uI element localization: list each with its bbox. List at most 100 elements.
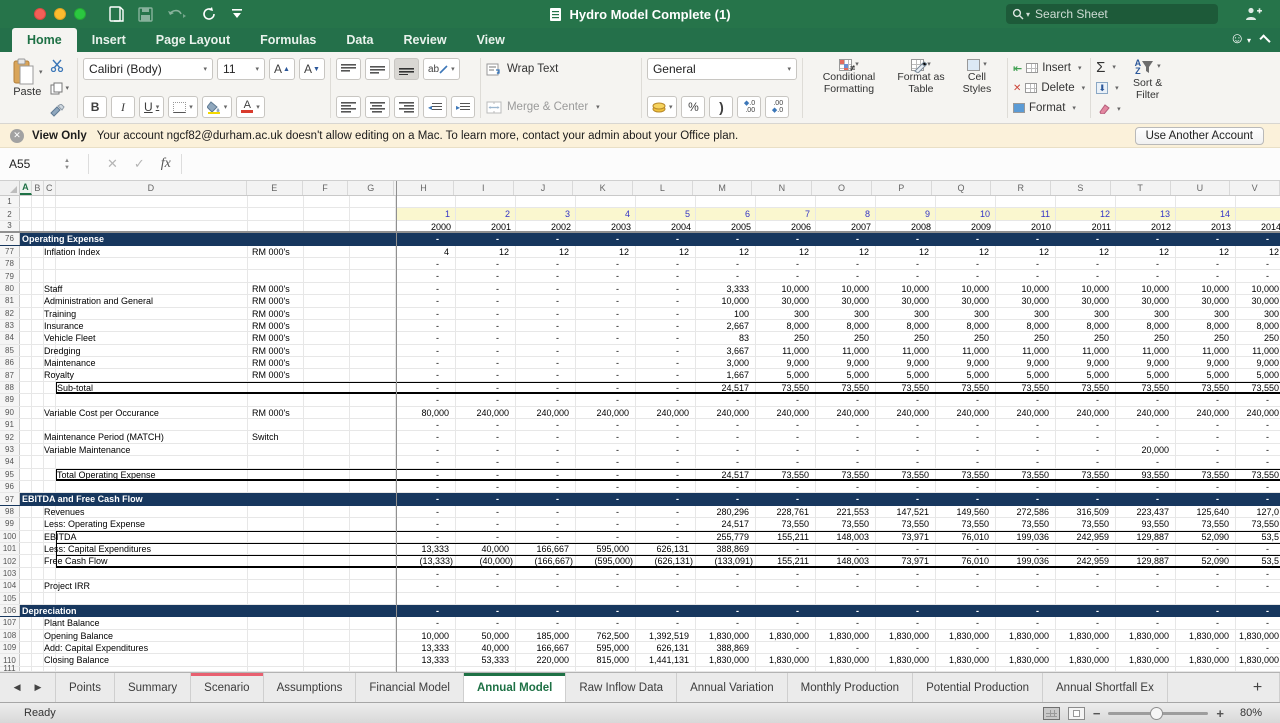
cell[interactable] — [248, 593, 304, 604]
share-icon[interactable] — [1244, 6, 1262, 21]
cell[interactable] — [248, 270, 304, 281]
cell[interactable]: - — [816, 444, 876, 455]
cell[interactable]: 199,036 — [996, 531, 1056, 542]
cell[interactable]: 3,000 — [696, 357, 756, 368]
cell[interactable]: (13,333) — [396, 555, 456, 566]
search-scope-caret[interactable]: ▾ — [1026, 10, 1030, 19]
cell[interactable]: 9,000 — [876, 357, 936, 368]
cell[interactable]: - — [816, 270, 876, 281]
cell[interactable]: - — [816, 605, 876, 616]
delete-cells-button[interactable]: ✕Delete▾ — [1013, 78, 1085, 98]
cell[interactable]: 300 — [816, 308, 876, 319]
cell[interactable]: 2014 — [1236, 221, 1280, 231]
cell[interactable] — [32, 617, 44, 628]
cell[interactable]: - — [576, 270, 636, 281]
cell[interactable]: - — [756, 444, 816, 455]
cell[interactable]: 93,550 — [1116, 518, 1176, 529]
cell[interactable] — [20, 518, 32, 529]
cell[interactable]: 73,971 — [876, 555, 936, 566]
cell[interactable] — [304, 345, 350, 356]
cell[interactable] — [304, 543, 350, 554]
cell[interactable]: 73,550 — [1236, 518, 1280, 529]
cell[interactable] — [20, 593, 32, 604]
cell[interactable]: 12 — [816, 246, 876, 257]
cell[interactable] — [32, 369, 44, 380]
cell[interactable]: - — [576, 481, 636, 492]
cell[interactable]: - — [636, 345, 696, 356]
cell[interactable]: - — [516, 283, 576, 294]
cell[interactable] — [304, 654, 350, 665]
cell[interactable]: - — [936, 394, 996, 405]
cell[interactable]: - — [936, 431, 996, 442]
cell[interactable]: - — [936, 419, 996, 430]
cell[interactable]: 300 — [996, 308, 1056, 319]
cell[interactable] — [350, 283, 396, 294]
cell[interactable]: - — [696, 431, 756, 442]
cell[interactable]: 73,550 — [936, 382, 996, 393]
cell[interactable] — [32, 667, 44, 671]
cell[interactable]: - — [516, 233, 576, 244]
cell[interactable] — [32, 506, 44, 517]
cell[interactable] — [350, 345, 396, 356]
cell[interactable] — [32, 481, 44, 492]
cell[interactable]: - — [576, 469, 636, 480]
cell[interactable] — [576, 196, 636, 207]
cell[interactable]: 280,296 — [696, 506, 756, 517]
cell[interactable] — [304, 469, 350, 480]
cell[interactable] — [56, 283, 248, 294]
cell[interactable] — [516, 196, 576, 207]
cell[interactable] — [304, 369, 350, 380]
cell[interactable]: 2 — [456, 208, 516, 219]
cell[interactable] — [248, 493, 304, 504]
cell[interactable]: 73,971 — [876, 531, 936, 542]
column-header-O[interactable]: O — [812, 181, 872, 195]
paste-button[interactable]: ▾ Paste — [8, 57, 47, 119]
cell[interactable]: - — [1116, 617, 1176, 628]
undo-icon[interactable] — [167, 7, 187, 22]
cell[interactable]: 2002 — [516, 221, 576, 231]
cell[interactable]: - — [1056, 580, 1116, 591]
cell[interactable]: - — [1236, 394, 1280, 405]
cell[interactable]: 255,779 — [696, 531, 756, 542]
cell[interactable] — [248, 258, 304, 269]
cell[interactable] — [32, 419, 44, 430]
cell[interactable]: 73,550 — [756, 382, 816, 393]
cell[interactable]: - — [816, 431, 876, 442]
cell[interactable]: 2010 — [996, 221, 1056, 231]
cell[interactable]: - — [396, 531, 456, 542]
cell[interactable]: - — [516, 605, 576, 616]
row-header-1[interactable]: 1 — [0, 196, 20, 207]
fill-color-button[interactable]: ▾ — [202, 96, 233, 118]
cell[interactable]: - — [516, 345, 576, 356]
cell[interactable] — [20, 667, 32, 671]
row-header-80[interactable]: 80 — [0, 283, 20, 294]
cell[interactable]: 2004 — [636, 221, 696, 231]
cell[interactable]: - — [396, 308, 456, 319]
cell[interactable]: 1,830,000 — [1116, 630, 1176, 641]
cell[interactable]: - — [636, 493, 696, 504]
zoom-slider[interactable] — [1108, 712, 1208, 715]
cell[interactable]: 73,550 — [1176, 382, 1236, 393]
cell[interactable] — [350, 654, 396, 665]
cell[interactable]: 250 — [936, 332, 996, 343]
cell[interactable]: 250 — [1116, 332, 1176, 343]
cell[interactable]: - — [996, 258, 1056, 269]
cell[interactable]: - — [396, 233, 456, 244]
cell[interactable]: - — [456, 382, 516, 393]
cell[interactable] — [304, 642, 350, 653]
cell[interactable] — [816, 667, 876, 671]
cell[interactable]: - — [576, 332, 636, 343]
cell[interactable]: 53,5 — [1236, 555, 1280, 566]
cell[interactable]: - — [1236, 456, 1280, 467]
cell[interactable] — [350, 568, 396, 579]
cell[interactable] — [350, 233, 396, 244]
cell[interactable]: 626,131 — [636, 543, 696, 554]
cell[interactable]: 30,000 — [996, 295, 1056, 306]
cell[interactable]: 250 — [1176, 332, 1236, 343]
cell[interactable]: - — [1056, 481, 1116, 492]
cell[interactable] — [56, 369, 248, 380]
cell[interactable] — [56, 196, 248, 207]
cell[interactable] — [44, 258, 56, 269]
row-header-83[interactable]: 83 — [0, 320, 20, 331]
row-header-88[interactable]: 88 — [0, 382, 20, 393]
